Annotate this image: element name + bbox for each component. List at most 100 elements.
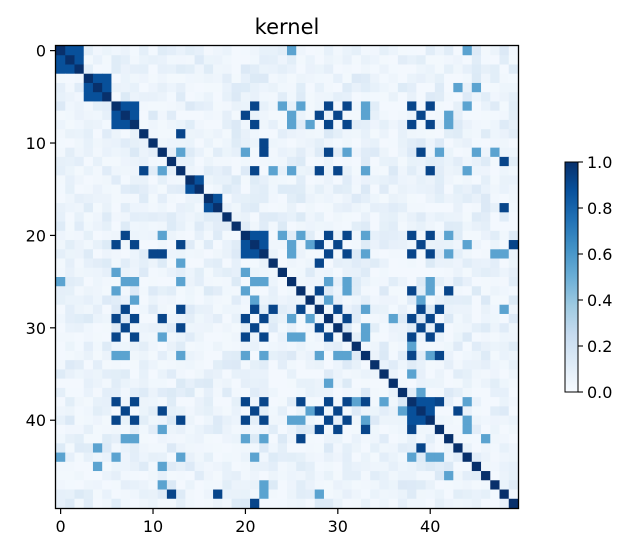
heatmap-cell [388,452,399,463]
heatmap-cell [499,313,510,324]
heatmap-cell [240,230,251,241]
heatmap-cell [83,323,94,333]
heatmap-cell [434,286,445,296]
heatmap-cell [157,443,168,453]
heatmap-cell [305,258,316,269]
heatmap-cell [453,341,463,352]
heatmap-cell [444,277,454,287]
heatmap-cell [74,424,85,435]
heatmap-cell [74,498,85,509]
heatmap-cell [471,110,482,121]
heatmap-cell [240,277,251,287]
heatmap-cell [176,230,186,241]
heatmap-cell [388,203,399,213]
heatmap-cell [508,480,519,490]
heatmap-cell [360,156,371,167]
heatmap-cell [277,332,288,343]
heatmap-cell [222,240,232,250]
heatmap-cell [351,64,362,75]
x-tick-label: 40 [420,517,440,536]
heatmap-cell [296,443,306,453]
heatmap-cell [83,64,94,75]
heatmap-cell [508,212,519,222]
heatmap-cell [250,193,260,204]
heatmap-cell [342,406,353,416]
heatmap-cell [203,101,214,112]
heatmap-cell [74,175,85,185]
heatmap-cell [407,46,417,56]
heatmap-cell [56,480,66,490]
heatmap-cell [287,203,297,213]
heatmap-cell [56,82,66,93]
heatmap-cell [333,332,343,343]
heatmap-cell [453,489,463,500]
heatmap-cell [342,452,353,463]
heatmap-cell [407,424,417,435]
heatmap-cell [323,184,334,195]
heatmap-cell [360,138,371,149]
heatmap-cell [342,92,353,102]
heatmap-cell [370,101,380,112]
heatmap-cell [92,360,103,370]
heatmap-cell [185,341,195,352]
heatmap-cell [102,286,112,296]
heatmap-cell [397,323,408,333]
heatmap-cell [388,313,399,324]
heatmap-cell [379,277,390,287]
heatmap-cell [268,332,279,343]
heatmap-cell [296,212,306,222]
heatmap-cell [305,295,316,306]
heatmap-cell [92,101,103,112]
heatmap-cell [333,193,343,204]
heatmap-cell [397,295,408,306]
heatmap-cell [499,166,510,176]
heatmap-cell [379,175,390,185]
heatmap-cell [416,230,426,241]
heatmap-cell [185,480,195,490]
heatmap-cell [508,406,519,416]
heatmap-cell [83,341,94,352]
heatmap-cell [342,286,353,296]
heatmap-cell [425,387,436,398]
heatmap-cell [351,387,362,398]
heatmap-cell [259,267,269,278]
heatmap-cell [83,378,94,389]
heatmap-cell [333,369,343,380]
heatmap-cell [397,258,408,269]
heatmap-cell [148,138,159,149]
heatmap-cell [397,184,408,195]
heatmap-cell [102,452,112,463]
heatmap-cell [83,406,94,416]
heatmap-cell [120,119,131,130]
heatmap-cell [351,295,362,306]
heatmap-cell [213,313,223,324]
heatmap-cell [416,193,426,204]
heatmap-cell [305,240,316,250]
heatmap-cell [176,498,186,509]
heatmap-cell [444,55,454,65]
heatmap-cell [213,184,223,195]
heatmap-cell [287,230,297,241]
heatmap-cell [314,240,325,250]
heatmap-cell [425,193,436,204]
heatmap-cell [370,249,380,259]
heatmap-cell [370,387,380,398]
heatmap-cell [296,332,306,343]
heatmap-cell [416,221,426,232]
heatmap-cell [333,92,343,102]
heatmap-cell [379,406,390,416]
heatmap-cell [277,55,288,65]
heatmap-cell [305,249,316,259]
heatmap-cell [129,221,140,232]
heatmap-cell [370,434,380,444]
heatmap-cell [471,295,482,306]
heatmap-cell [56,240,66,250]
heatmap-cell [287,212,297,222]
heatmap-cell [157,203,168,213]
heatmap-cell [490,129,500,139]
heatmap-cell [222,295,232,306]
heatmap-cell [471,193,482,204]
heatmap-cell [425,471,436,481]
heatmap-cell [323,480,334,490]
